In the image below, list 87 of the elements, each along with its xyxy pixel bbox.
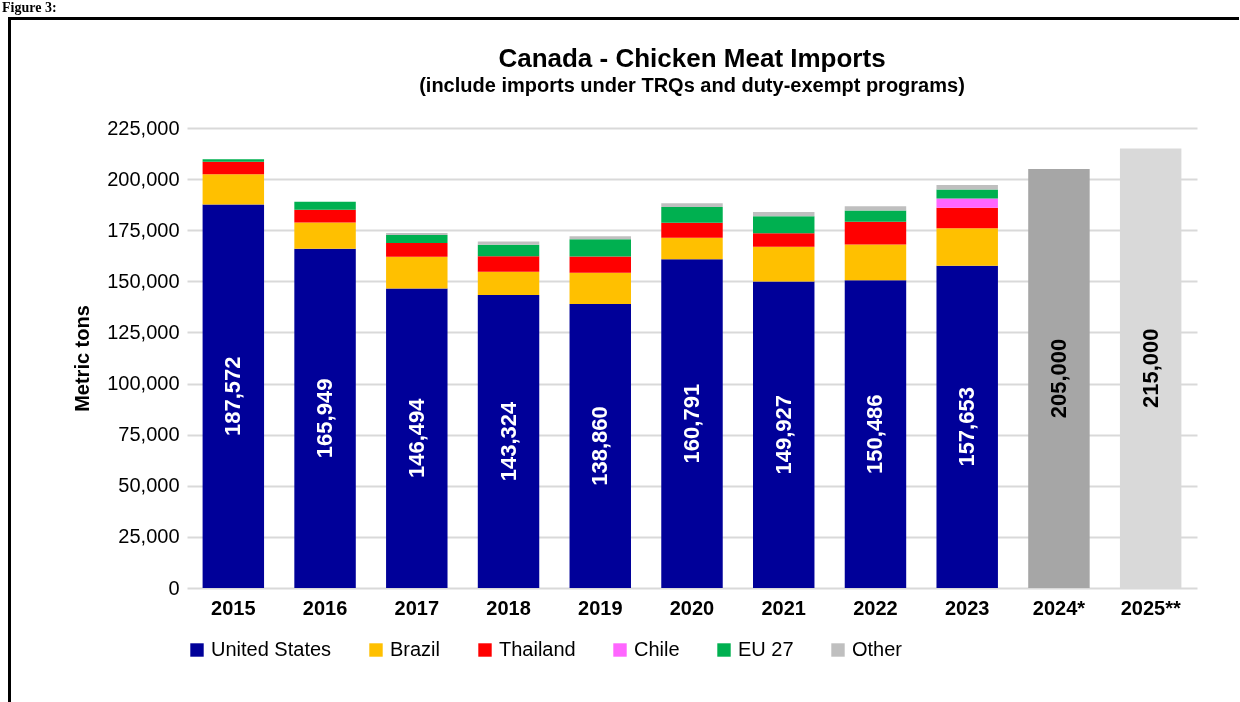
- bar: [202, 174, 265, 205]
- bar: [294, 201, 356, 210]
- bar: [936, 189, 998, 199]
- bar: [844, 206, 907, 211]
- data-label: 187,572: [220, 356, 246, 437]
- legend-label: Thailand: [499, 638, 576, 660]
- legend-label: Chile: [634, 638, 680, 660]
- bar: [202, 159, 265, 162]
- bar: [294, 209, 356, 223]
- data-label: 157,653: [954, 387, 980, 467]
- y-tick-label: 150,000: [107, 269, 180, 292]
- bar: [477, 271, 540, 295]
- bar: [477, 244, 540, 257]
- bar: [661, 237, 723, 260]
- bar: [844, 221, 907, 245]
- bar: [477, 241, 540, 245]
- y-axis-title: Metric tons: [71, 305, 94, 412]
- data-label: 149,927: [770, 394, 796, 475]
- bar: [294, 248, 356, 588]
- y-tick-label: 200,000: [107, 167, 180, 190]
- bar: [569, 256, 631, 273]
- bar: [569, 239, 631, 257]
- data-label: 138,860: [587, 406, 613, 486]
- bar: [844, 280, 907, 588]
- y-tick-label: 25,000: [118, 525, 180, 548]
- x-tick-label: 2025**: [1120, 596, 1181, 619]
- y-tick-label: 100,000: [107, 372, 180, 395]
- bar: [661, 203, 723, 207]
- caption: Figure 3:: [2, 0, 57, 15]
- legend-label: United States: [211, 638, 332, 660]
- bar: [386, 234, 448, 243]
- bar: [844, 210, 907, 222]
- bar: [386, 256, 448, 289]
- bar: [661, 259, 723, 588]
- data-label: 160,791: [679, 383, 704, 464]
- data-label: 146,494: [403, 397, 429, 479]
- bar: [569, 272, 631, 305]
- x-tick-label: 2015: [211, 596, 256, 619]
- bar: [753, 233, 815, 247]
- y-tick-label: 175,000: [107, 218, 180, 241]
- data-label: 205,000: [1045, 338, 1071, 419]
- bar: [661, 222, 723, 238]
- bar: [202, 161, 265, 175]
- y-tick-label: 75,000: [118, 423, 180, 446]
- x-tick-label: 2023: [944, 596, 990, 619]
- x-tick-label: 2016: [302, 596, 348, 619]
- bar: [844, 244, 907, 281]
- bar: [936, 228, 998, 266]
- bar: [569, 236, 631, 240]
- bar: [753, 281, 815, 588]
- bar: [202, 204, 265, 588]
- bar: [753, 211, 815, 217]
- bar: [753, 246, 815, 282]
- bar: [936, 265, 998, 588]
- x-tick-label: 2021: [761, 596, 806, 619]
- bar: [569, 304, 631, 588]
- legend-label: Brazil: [390, 638, 441, 660]
- x-tick-label: 2022: [853, 596, 898, 619]
- bar: [936, 198, 998, 208]
- bar: [386, 232, 448, 235]
- bar: [477, 256, 540, 272]
- chart-subtitle: (include imports under TRQs and duty-exempt programs): [419, 74, 965, 96]
- bar: [753, 216, 815, 234]
- bar: [936, 184, 998, 190]
- x-tick-label: 2017: [394, 596, 440, 619]
- bar: [661, 206, 723, 223]
- data-label: 215,000: [1137, 328, 1163, 408]
- y-tick-label: 0: [168, 576, 180, 599]
- legend-label: EU 27: [738, 638, 794, 660]
- data-label: 143,324: [495, 400, 521, 482]
- x-tick-label: 2018: [486, 596, 531, 619]
- bar: [1028, 168, 1090, 588]
- data-label: 165,949: [312, 378, 338, 459]
- bar: [386, 288, 448, 588]
- bar: [936, 207, 998, 229]
- legend-label: Other: [852, 638, 903, 660]
- x-tick-label: 2020: [669, 596, 715, 619]
- bar: [294, 222, 356, 249]
- y-tick-label: 50,000: [118, 474, 180, 497]
- x-tick-label: 2019: [578, 596, 623, 619]
- chart-title: Canada - Chicken Meat Imports: [498, 43, 886, 73]
- y-tick-label: 125,000: [107, 320, 180, 343]
- x-tick-label: 2024*: [1032, 596, 1086, 619]
- y-tick-label: 225,000: [107, 116, 180, 139]
- data-label: 150,486: [862, 394, 888, 474]
- bar: [386, 242, 448, 257]
- bar: [477, 294, 540, 588]
